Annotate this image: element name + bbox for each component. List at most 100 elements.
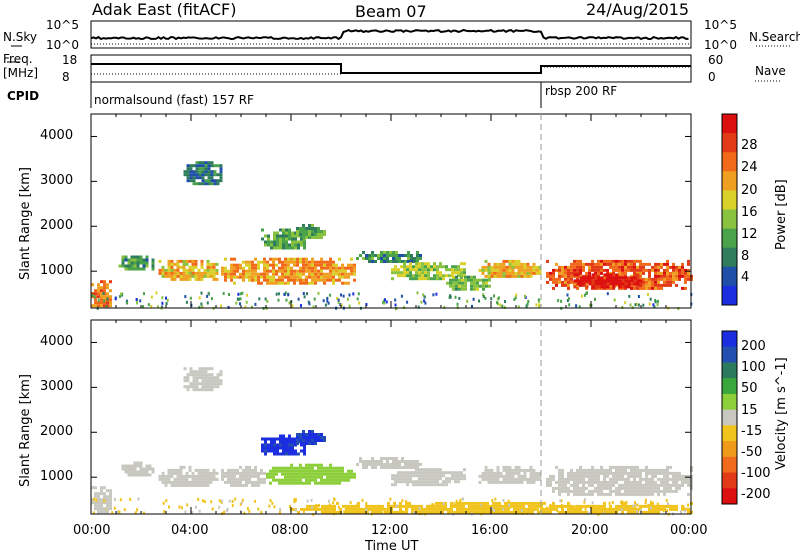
echo-cell (645, 486, 648, 490)
scatter-cell (327, 301, 330, 305)
echo-cell (212, 262, 216, 266)
echo-cell (567, 486, 570, 490)
echo-cell (570, 507, 573, 511)
echo-cell (493, 477, 497, 481)
scatter-cell (365, 504, 367, 508)
echo-cell (206, 274, 210, 278)
echo-cell (285, 228, 288, 232)
echo-cell (663, 483, 666, 487)
scatter-cell (400, 294, 403, 298)
echo-cell (394, 474, 397, 478)
echo-cell (341, 272, 344, 276)
echo-cell (606, 276, 610, 280)
echo-cell (338, 469, 341, 473)
echo-cell (186, 173, 190, 177)
echo-cell (393, 504, 396, 508)
echo-cell (441, 504, 444, 508)
echo-cell (233, 281, 236, 285)
echo-cell (254, 468, 257, 472)
echo-cell (657, 274, 660, 278)
echo-cell (651, 510, 654, 514)
echo-cell (514, 274, 518, 278)
echo-cell (457, 480, 460, 484)
scatter-cell (502, 499, 505, 502)
echo-cell (499, 480, 503, 484)
echo-cell (633, 486, 636, 490)
scatter-cell (401, 499, 404, 503)
echo-cell (198, 388, 202, 392)
scatter-cell (654, 506, 657, 510)
echo-cell (109, 280, 112, 284)
echo-cell (279, 452, 282, 456)
echo-cell (302, 433, 305, 436)
echo-cell (106, 501, 109, 505)
echo-cell (549, 480, 552, 484)
echo-cell (467, 275, 470, 279)
scatter-cell (572, 506, 574, 509)
echo-cell (399, 501, 402, 505)
echo-cell (121, 258, 125, 262)
echo-cell (248, 269, 251, 273)
echo-cell (523, 265, 527, 269)
echo-cell (263, 260, 266, 264)
echo-cell (257, 266, 260, 270)
echo-cell (597, 271, 600, 275)
echo-cell (424, 262, 427, 266)
echo-cell (203, 480, 207, 484)
echo-cell (433, 262, 436, 266)
echo-cell (263, 269, 266, 273)
scatter-cell (103, 499, 106, 503)
echo-cell (642, 271, 645, 275)
echo-cell (660, 489, 663, 493)
echo-cell (609, 276, 613, 280)
echo-cell (561, 486, 564, 490)
echo-cell (522, 510, 525, 514)
echo-cell (106, 295, 109, 299)
echo-cell (459, 507, 462, 511)
echo-cell (227, 272, 230, 276)
echo-cell (482, 278, 485, 282)
scatter-cell (307, 300, 310, 304)
velocity-colorbar-swatch (722, 346, 737, 363)
echo-cell (239, 477, 242, 481)
echo-cell (496, 262, 500, 266)
echo-cell (505, 480, 509, 484)
echo-cell (320, 478, 323, 482)
echo-cell (296, 227, 299, 230)
echo-cell (415, 480, 418, 484)
echo-cell (210, 379, 214, 383)
echo-cell (203, 477, 207, 481)
echo-cell (106, 495, 109, 499)
echo-cell (365, 254, 368, 257)
echo-cell (537, 510, 540, 514)
echo-cell (424, 271, 427, 275)
echo-cell (341, 263, 344, 267)
echo-cell (669, 283, 672, 287)
echo-cell (597, 262, 600, 266)
echo-cell (513, 501, 516, 505)
nsky-panel-frame (90, 20, 692, 49)
echo-cell (204, 161, 208, 165)
echo-cell (320, 230, 323, 233)
echo-cell (186, 376, 190, 380)
echo-cell (195, 173, 199, 177)
x-axis-label: Time UT (365, 539, 419, 554)
scatter-cell (430, 504, 433, 508)
echo-cell (609, 486, 612, 490)
echo-cell (344, 478, 347, 482)
echo-cell (496, 477, 500, 481)
echo-cell (389, 463, 392, 466)
echo-cell (630, 480, 633, 484)
echo-cell (395, 457, 398, 460)
echo-cell (394, 480, 397, 484)
echo-cell (660, 480, 663, 484)
scatter-cell (490, 297, 493, 301)
echo-cell (287, 272, 290, 276)
echo-cell (204, 367, 208, 371)
echo-cell (136, 255, 140, 259)
echo-cell (391, 268, 394, 272)
echo-cell (347, 275, 350, 279)
echo-cell (496, 274, 500, 278)
echo-cell (201, 179, 205, 183)
echo-cell (435, 501, 438, 505)
